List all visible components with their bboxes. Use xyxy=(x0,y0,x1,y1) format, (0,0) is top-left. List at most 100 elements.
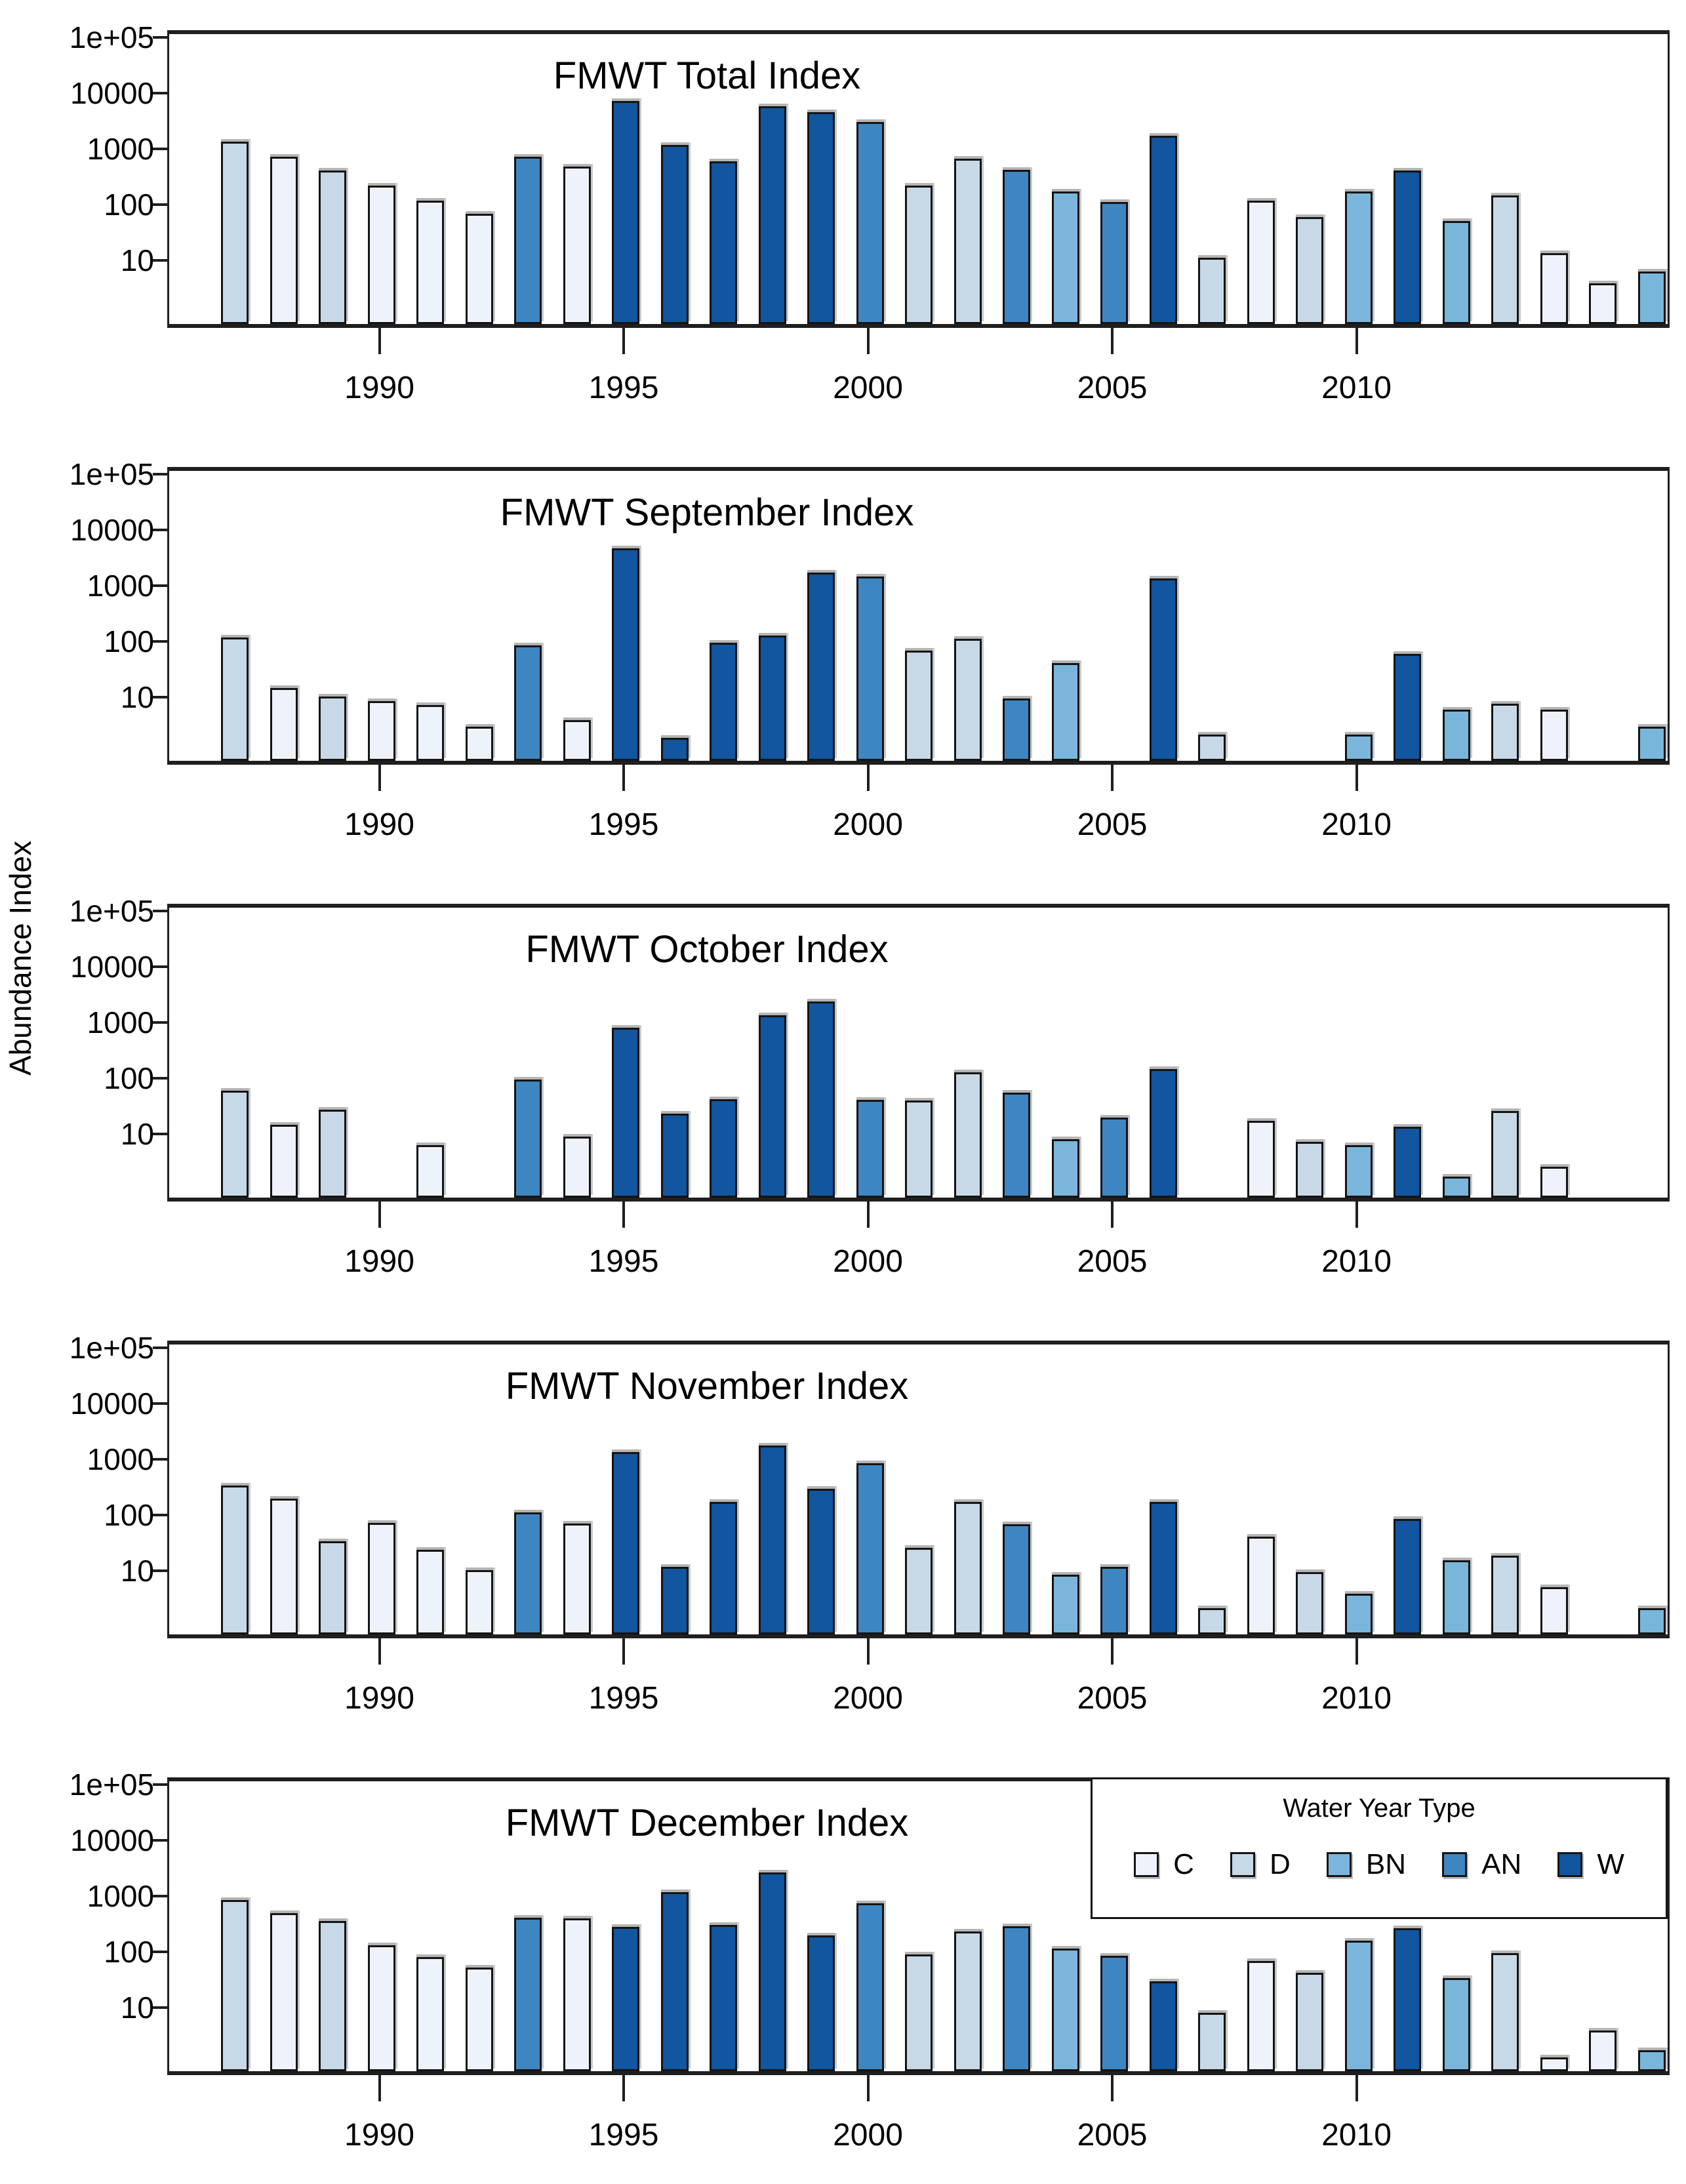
bar-1993-AN xyxy=(514,1918,542,2071)
bar-1987-D xyxy=(221,637,249,761)
bar-2014-C xyxy=(1540,1587,1568,1634)
x-tick-mark-2010 xyxy=(1355,1634,1358,1665)
bar-2002-D xyxy=(953,1502,982,1634)
panel-title: FMWT October Index xyxy=(525,928,889,971)
bar-1991-C xyxy=(416,1550,444,1634)
bar-1991-C xyxy=(416,200,444,324)
bar-2006-W xyxy=(1149,1069,1177,1198)
y-tick-mark xyxy=(153,92,167,94)
x-tick-mark-2010 xyxy=(1355,761,1358,791)
bar-2011-W xyxy=(1394,654,1421,761)
bar-1997-W xyxy=(710,643,737,761)
bar-1999-W xyxy=(807,1935,835,2071)
y-tick-label-1e+05: 1e+05 xyxy=(69,1331,154,1365)
x-tick-label-1990: 1990 xyxy=(344,2118,414,2153)
bar-1999-W xyxy=(807,573,835,761)
y-tick-label-1000: 1000 xyxy=(87,1442,154,1476)
bar-2014-C xyxy=(1540,2057,1568,2071)
panel-title: FMWT September Index xyxy=(500,491,914,534)
bar-2007-D xyxy=(1198,1608,1226,1634)
bar-1995-W xyxy=(612,1926,639,2071)
bar-2000-AN xyxy=(856,1903,884,2071)
y-tick-mark xyxy=(153,696,167,698)
bar-1998-W xyxy=(758,636,786,761)
bar-1998-W xyxy=(758,1015,786,1198)
x-tick-label-1990: 1990 xyxy=(344,1244,414,1279)
bar-1994-C xyxy=(563,1137,591,1198)
y-tick-label-10: 10 xyxy=(120,1554,154,1588)
bar-2006-W xyxy=(1149,136,1177,324)
x-tick-label-2010: 2010 xyxy=(1321,371,1392,405)
bar-1998-W xyxy=(758,1445,786,1634)
bar-1989-D xyxy=(319,1541,346,1634)
bar-2001-D xyxy=(905,1100,933,1198)
bar-1993-AN xyxy=(514,1512,542,1634)
bar-1994-C xyxy=(563,167,591,324)
bar-2000-AN xyxy=(856,1100,884,1198)
bar-1988-C xyxy=(270,688,298,761)
bar-2002-D xyxy=(953,1072,982,1198)
y-tick-label-10: 10 xyxy=(120,680,154,714)
chart-panel-5: 10 100 1000 10000 1e+05 FMWT December Index Wa… xyxy=(0,1747,1686,2184)
bar-1998-W xyxy=(758,1872,786,2071)
y-tick-label-10000: 10000 xyxy=(70,950,154,984)
bar-2013-D xyxy=(1491,195,1519,324)
bar-2008-C xyxy=(1247,200,1275,324)
bar-2009-D xyxy=(1296,1142,1323,1198)
bar-2009-D xyxy=(1296,217,1323,324)
x-tick-label-2000: 2000 xyxy=(833,807,903,842)
bar-1994-C xyxy=(563,1524,591,1634)
bar-2010-BN xyxy=(1344,735,1373,761)
bar-2007-D xyxy=(1198,2012,1226,2071)
x-tick-label-2005: 2005 xyxy=(1077,1681,1148,1716)
x-tick-label-2010: 2010 xyxy=(1321,2118,1392,2153)
x-tick-label-2005: 2005 xyxy=(1077,1244,1148,1279)
legend-item-BN: BN xyxy=(1326,1848,1406,1881)
legend-item-AN: AN xyxy=(1442,1848,1521,1881)
y-tick-label-10000: 10000 xyxy=(70,1386,154,1421)
chart-panel-3: 10 100 1000 10000 1e+05 FMWT October Index 199… xyxy=(0,874,1686,1310)
bar-1996-W xyxy=(660,144,689,324)
bar-2008-C xyxy=(1247,1121,1275,1198)
y-tick-mark xyxy=(153,640,167,643)
x-tick-mark-2010 xyxy=(1355,2071,1358,2101)
bar-2012-BN xyxy=(1442,220,1470,324)
bar-2012-BN xyxy=(1442,1177,1470,1198)
bar-1995-W xyxy=(612,1027,639,1198)
x-tick-mark-1995 xyxy=(622,1634,625,1665)
bar-2004-BN xyxy=(1051,1575,1079,1634)
bar-1995-W xyxy=(612,101,639,324)
bar-1988-C xyxy=(270,1913,298,2071)
x-tick-mark-1990 xyxy=(378,1634,381,1665)
legend-swatch-D xyxy=(1230,1852,1255,1877)
y-tick-label-10000: 10000 xyxy=(70,1823,154,1857)
bar-2004-BN xyxy=(1051,192,1079,324)
bar-2010-BN xyxy=(1344,1144,1373,1198)
bar-1999-W xyxy=(807,111,835,324)
bar-1987-D xyxy=(221,141,249,324)
bar-2010-BN xyxy=(1344,1594,1373,1634)
y-tick-mark xyxy=(153,1458,167,1461)
bar-1988-C xyxy=(270,157,298,324)
x-tick-label-2010: 2010 xyxy=(1321,807,1392,842)
x-tick-label-1995: 1995 xyxy=(588,1244,659,1279)
y-tick-label-1000: 1000 xyxy=(87,569,154,603)
bar-1987-D xyxy=(221,1485,249,1634)
legend-label-C: C xyxy=(1173,1848,1194,1880)
x-tick-mark-2000 xyxy=(866,761,870,791)
x-tick-label-2005: 2005 xyxy=(1077,2118,1148,2153)
y-tick-label-10: 10 xyxy=(120,243,154,277)
bar-2003-AN xyxy=(1003,698,1030,761)
bar-2002-D xyxy=(953,159,982,324)
y-tick-label-100: 100 xyxy=(104,624,154,658)
bar-1997-W xyxy=(710,1502,737,1634)
legend-swatch-AN xyxy=(1442,1852,1468,1877)
x-tick-label-2000: 2000 xyxy=(833,1244,903,1279)
x-tick-label-2000: 2000 xyxy=(833,2118,903,2153)
bar-1994-C xyxy=(563,720,591,761)
x-tick-mark-1990 xyxy=(378,761,381,791)
x-tick-mark-2010 xyxy=(1355,1198,1358,1228)
bar-2014-C xyxy=(1540,1167,1568,1198)
bar-2016-BN xyxy=(1637,271,1666,324)
